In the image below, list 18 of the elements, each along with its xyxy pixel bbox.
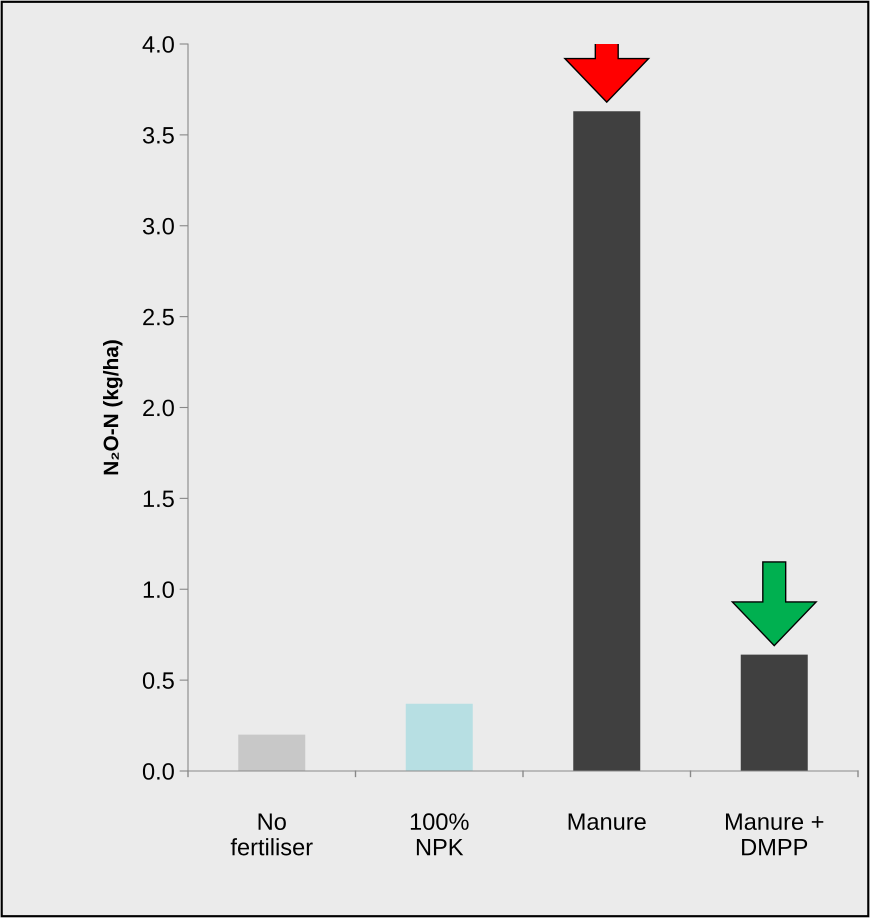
x-tick-label: 100% NPK bbox=[410, 813, 469, 856]
x-tick-label: No fertiliser bbox=[230, 814, 313, 856]
y-tick-label: 1.0 bbox=[144, 581, 174, 598]
y-axis-title: N₂O-N (kg/ha) bbox=[103, 340, 123, 474]
y-tick-label: 3.0 bbox=[142, 218, 174, 235]
x-tick-label: Manure bbox=[568, 814, 646, 830]
y-tick-label: 0.5 bbox=[142, 672, 174, 689]
y-tick-label: 1.5 bbox=[144, 490, 174, 508]
y-tick-label: 4.0 bbox=[142, 36, 174, 53]
bar bbox=[238, 734, 306, 771]
y-tick-label: 2.5 bbox=[143, 308, 174, 326]
x-tick-label: Manure + DMPP bbox=[726, 814, 824, 856]
bar bbox=[740, 654, 808, 771]
y-tick-label: 0.0 bbox=[142, 763, 174, 780]
bar bbox=[406, 704, 473, 771]
bar bbox=[573, 111, 640, 771]
y-tick-label: 3.5 bbox=[142, 126, 174, 144]
y-tick-label: 2.0 bbox=[143, 400, 174, 416]
